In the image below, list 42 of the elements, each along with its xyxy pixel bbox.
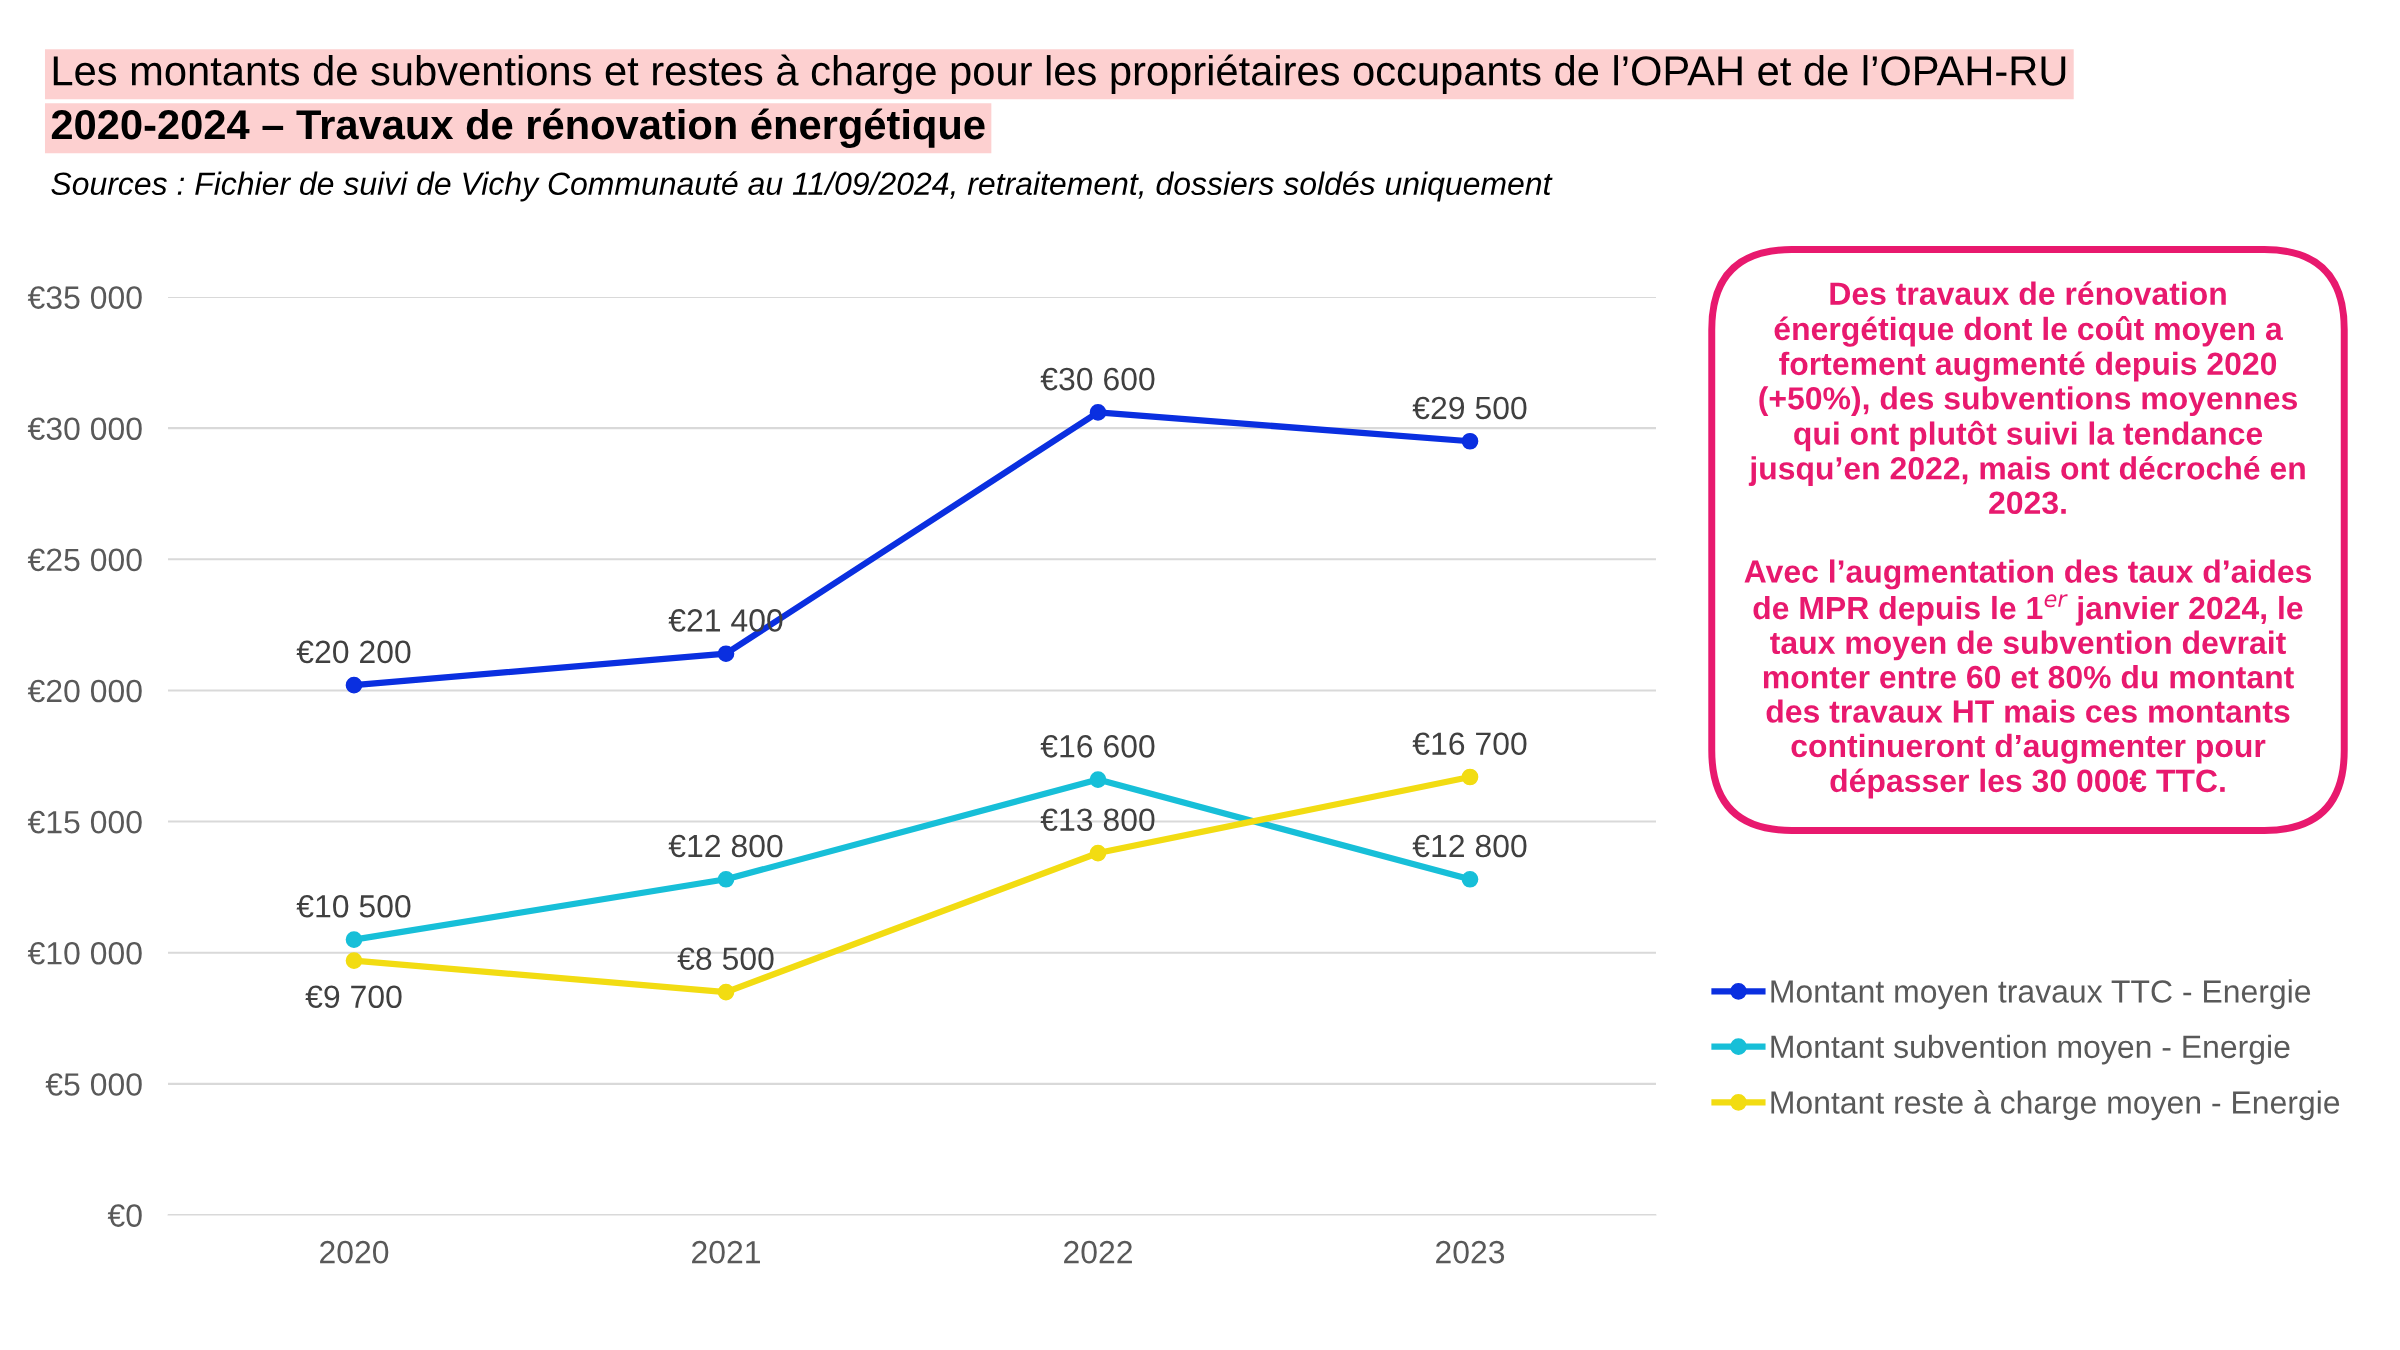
- y-tick-label: €5 000: [45, 1073, 142, 1096]
- chart-title: Les montants de subventions et restes à charge pour les propriétaires occupants de l’OPAH et de l’OPAH-RU: [53, 54, 2066, 94]
- data-label: €12 800: [1412, 834, 1527, 858]
- x-tick-label: 2021: [692, 1240, 760, 1264]
- y-tick-label: €35 000: [27, 286, 142, 309]
- y-tick-label: €25 000: [27, 548, 142, 572]
- data-label: €8 500: [677, 947, 774, 971]
- data-label: €20 200: [296, 640, 411, 664]
- text: Des travaux de rénovation énergétique dont le coût moyen a fortement augmenté depuis 2020 (+50%), des subventions moyennes qui ont plutôt suivi la tendance jusqu’en 2022, mais ont décroché en 2023. Avec l’augmentation des taux d’aides de MPR depuis le 1$^{er}$ janvier 2024, le taux moyen de subvention devrait monter entre 60 et 80% du montant des travaux HT mais ces montants continueront d’augmenter pour dépasser les 30 000€ TTC.: [1744, 281, 2312, 799]
- source-note: Sources : Fichier de suivi de Vichy Communauté au 11/09/2024, retraitement, dossiers soldés uniquement: [51, 171, 1553, 202]
- data-label: €30 600: [1040, 367, 1155, 391]
- point: [717, 645, 735, 663]
- point: [1461, 768, 1479, 786]
- point: [1089, 844, 1107, 862]
- point: [1089, 404, 1107, 421]
- chart-subtitle: 2020-2024 – Travaux de rénovation énergétique: [51, 108, 985, 148]
- point: [717, 983, 735, 1001]
- point: [1461, 432, 1479, 450]
- y-tick-label: €30 000: [27, 417, 142, 441]
- data-label: €16 600: [1040, 735, 1155, 758]
- legend-label: Montant subvention moyen - Energie: [1771, 1034, 2290, 1065]
- point: [345, 931, 363, 948]
- point: [345, 676, 363, 694]
- data-label: €29 500: [1412, 396, 1527, 420]
- x-tick-label: 2022: [1064, 1240, 1132, 1264]
- x-tick-label: 2020: [320, 1240, 389, 1264]
- legend-label: Montant moyen travaux TTC - Energie: [1771, 979, 2311, 1010]
- data-label: €13 800: [1040, 808, 1155, 832]
- data-label: €9 700: [305, 985, 402, 1009]
- data-label: €16 700: [1412, 732, 1527, 755]
- data-label: €12 800: [668, 834, 783, 858]
- point: [1461, 870, 1479, 888]
- y-tick-label: €10 000: [27, 941, 142, 965]
- y-tick-label: €0: [107, 1204, 142, 1227]
- x-tick-label: 2023: [1436, 1240, 1505, 1264]
- data-label: €10 500: [296, 895, 411, 918]
- y-tick-label: €20 000: [27, 679, 142, 703]
- y-tick-label: €15 000: [27, 810, 142, 834]
- legend-label: Montant reste à charge moyen - Energie: [1771, 1090, 2340, 1121]
- point: [345, 952, 363, 969]
- point: [1089, 771, 1107, 788]
- point: [717, 870, 735, 888]
